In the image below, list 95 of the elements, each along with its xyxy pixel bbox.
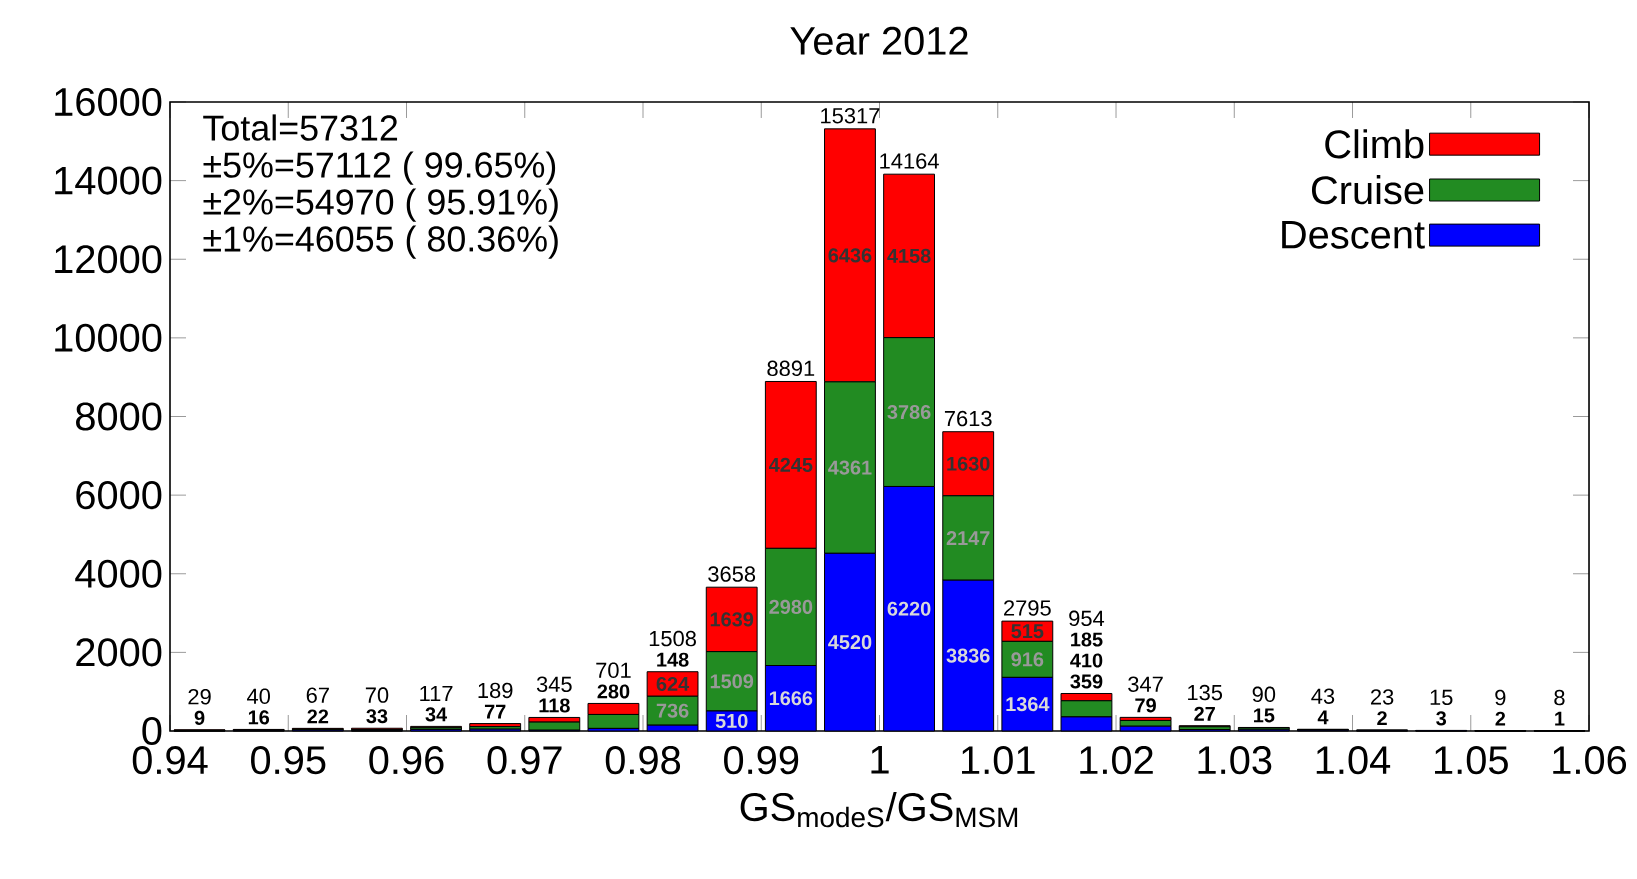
data-label: 736 [656,703,689,718]
data-label: 4245 [768,457,813,472]
y-tick-label: 0 [142,716,162,746]
data-label: 3 [1436,711,1447,726]
data-label: 4158 [887,248,931,263]
y-tick-label: 8000 [76,402,162,431]
data-label: 1 [1555,711,1565,726]
total-label: 347 [1128,676,1163,692]
data-label: 916 [1011,652,1044,667]
data-label: 1509 [710,674,754,689]
data-label: 6436 [828,248,872,263]
data-label: 1630 [947,456,990,471]
data-label: 4 [1317,710,1329,725]
data-label: 3836 [946,648,990,663]
total-label: 117 [420,685,453,702]
y-tick-label: 14000 [55,166,162,195]
x-tick-label: 1.02 [1080,746,1153,775]
x-tick-label: 1.04 [1316,746,1391,775]
legend-label: Descent [1282,220,1425,249]
x-axis-title: GS$_{modeS}$/GS$_{MSM}$ [740,791,1018,828]
total-label: 40 [246,688,270,705]
x-tick-label: 1.05 [1435,746,1508,775]
x-tick-label: 0.99 [724,746,799,775]
annotation: ±1%=46055 ( 80.36%) [203,225,558,259]
data-label: 2 [1495,711,1506,726]
total-label: 15317 [821,107,880,124]
data-label: 79 [1135,698,1156,713]
total-label: 1508 [649,630,696,647]
data-label: 118 [539,698,570,713]
total-label: 90 [1252,686,1276,703]
data-label: 3786 [887,404,931,420]
data-label: 33 [366,709,388,724]
data-label: 185 [1071,632,1103,647]
total-label: 14164 [880,153,939,169]
x-tick-label: 0.97 [487,746,562,775]
data-label: 22 [307,709,329,724]
total-label: 135 [1188,684,1223,701]
total-label: 345 [536,676,572,693]
x-tick-label: 1.01 [962,746,1035,775]
data-label: 4520 [828,635,872,650]
data-label: 280 [597,684,630,699]
x-tick-label: 0.94 [132,746,208,775]
annotation: ±5%=57112 ( 99.65%) [203,151,556,185]
x-tick-label: 1.03 [1198,746,1272,775]
x-tick-label: 1 [871,746,889,774]
total-label: 9 [1495,689,1506,706]
y-tick-label: 2000 [76,638,162,667]
total-label: 2795 [1004,600,1051,616]
data-label: 2 [1377,711,1387,726]
total-label: 70 [365,687,389,703]
y-tick-label: 10000 [55,323,162,352]
y-tick-label: 12000 [55,245,162,274]
y-tick-label: 4000 [75,559,162,588]
data-label: 9 [194,710,205,725]
data-label: 27 [1194,706,1215,721]
x-tick-label: 0.98 [605,746,681,775]
data-label: 1666 [769,691,813,706]
legend-label: Cruise [1311,175,1424,205]
annotation: ±2%=54970 ( 95.91%) [203,188,558,222]
data-label: 148 [657,652,689,667]
total-label: 701 [596,662,631,679]
data-label: 510 [715,713,748,729]
data-label: 77 [484,704,506,719]
y-tick-label: 16000 [55,87,162,117]
x-tick-label: 1.06 [1553,746,1627,775]
total-label: 67 [306,687,329,703]
annotation: Total=57312 [203,114,398,141]
data-label: 4361 [828,460,872,475]
data-label: 2147 [946,531,990,545]
chart-title: Year 2012 [790,26,968,55]
total-label: 189 [478,682,513,699]
total-label: 29 [188,688,211,705]
data-label: 16 [248,710,270,725]
total-label: 7613 [944,410,992,427]
total-label: 8 [1554,689,1565,706]
x-tick-label: 0.95 [251,746,326,775]
total-label: 3658 [708,566,756,582]
x-tick-label: 0.96 [369,746,444,775]
legend-label: Climb [1325,129,1424,159]
data-label: 410 [1070,653,1103,668]
data-label: 1639 [710,612,754,627]
data-label: 1364 [1006,697,1050,712]
total-label: 43 [1311,688,1335,704]
data-label: 624 [656,676,690,692]
data-label: 6220 [887,601,931,616]
data-label: 359 [1070,674,1103,689]
total-label: 954 [1069,610,1105,627]
total-label: 23 [1370,689,1394,705]
y-tick-label: 6000 [76,481,162,510]
data-label: 15 [1254,708,1275,723]
total-label: 15 [1430,689,1453,706]
total-label: 8891 [767,360,815,377]
data-label: 2980 [769,599,813,614]
data-label: 34 [425,707,448,722]
data-label: 515 [1011,624,1044,639]
